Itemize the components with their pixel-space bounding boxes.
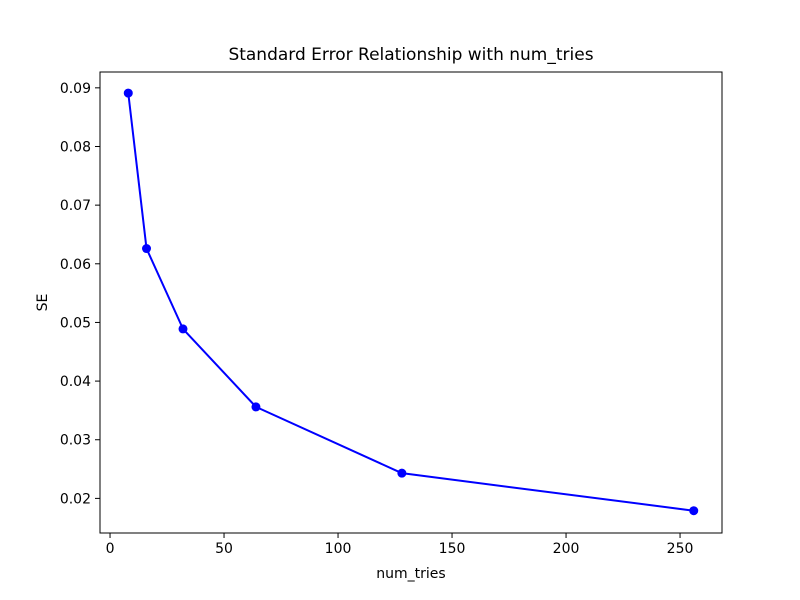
data-point [123, 88, 133, 98]
y-axis-label: SE [35, 294, 51, 312]
x-axis-label: num_tries [376, 566, 445, 582]
y-tick-label: 0.05 [60, 315, 91, 331]
y-tick-label: 0.06 [60, 257, 91, 273]
x-tick-label: 200 [553, 541, 580, 557]
data-point [178, 324, 188, 334]
x-tick-label: 150 [439, 541, 466, 557]
axes-frame [99, 71, 723, 534]
y-tick-label: 0.03 [60, 433, 91, 449]
x-tick-label: 250 [667, 541, 694, 557]
y-tick-label: 0.07 [60, 198, 91, 214]
data-point [251, 402, 261, 412]
data-point [397, 468, 407, 478]
y-tick-label: 0.02 [60, 491, 91, 507]
chart-title: Standard Error Relationship with num_tri… [228, 45, 593, 65]
data-point [689, 506, 699, 516]
y-tick-label: 0.08 [60, 139, 91, 155]
x-tick-label: 50 [215, 541, 233, 557]
series-line [127, 92, 695, 512]
x-tick-label: 100 [325, 541, 352, 557]
y-tick-label: 0.09 [60, 81, 91, 97]
y-tick-label: 0.04 [60, 374, 91, 390]
data-point [142, 244, 152, 254]
x-tick-label: 0 [106, 541, 115, 557]
